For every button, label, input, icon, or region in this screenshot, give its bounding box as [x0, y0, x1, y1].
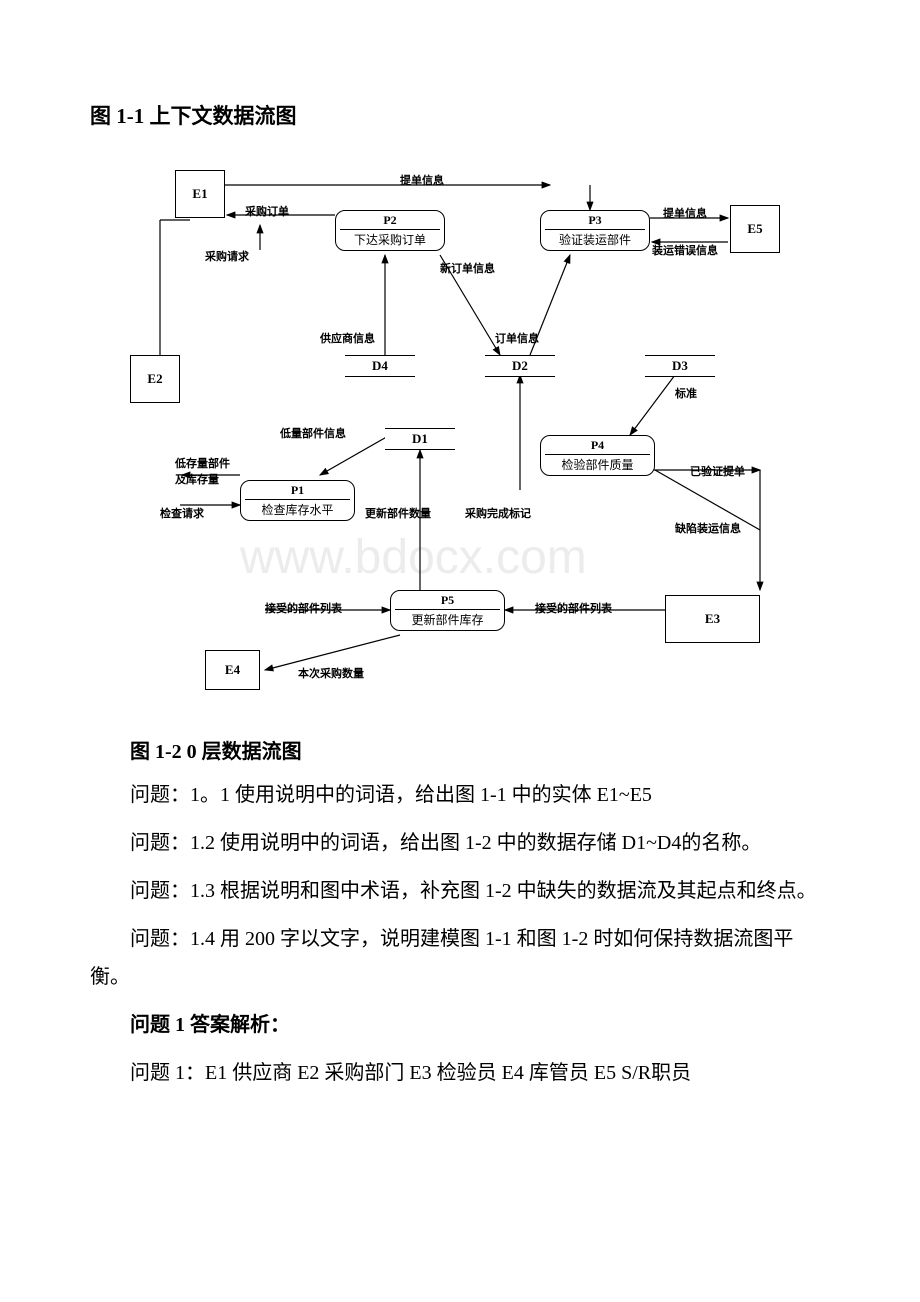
datastore-d4: D4	[345, 355, 415, 377]
flow-jieshou-l: 接受的部件列表	[265, 600, 342, 616]
datastore-d2-label: D2	[512, 358, 528, 374]
question-1-1: 问题：1。1 使用说明中的词语，给出图 1-1 中的实体 E1~E5	[90, 776, 830, 814]
figure-1-2-caption: 图 1-2 0 层数据流图	[90, 735, 830, 764]
process-p2-name: 下达采购订单	[340, 231, 440, 248]
datastore-d1-label: D1	[412, 431, 428, 447]
watermark: www.bdocx.com	[240, 530, 587, 585]
process-p4-id: P4	[545, 438, 650, 455]
flow-jieshou-r: 接受的部件列表	[535, 600, 612, 616]
datastore-d3-label: D3	[672, 358, 688, 374]
entity-e1: E1	[175, 170, 225, 218]
flow-dingdan-info: 订单信息	[495, 330, 539, 346]
page: 图 1-1 上下文数据流图 www.bdocx.com	[0, 0, 920, 1162]
datastore-d4-label: D4	[372, 358, 388, 374]
process-p4-name: 检验部件质量	[545, 456, 650, 473]
entity-e5: E5	[730, 205, 780, 253]
flow-quexian: 缺陷装运信息	[675, 520, 741, 536]
datastore-d3: D3	[645, 355, 715, 377]
flow-zhuangyun-cuowu: 装运错误信息	[652, 242, 718, 258]
dfd-diagram: www.bdocx.com	[120, 160, 800, 720]
answer-1: 问题 1：E1 供应商 E2 采购部门 E3 检验员 E4 库管员 E5 S/R…	[90, 1054, 830, 1092]
answer-heading: 问题 1 答案解析：	[90, 1006, 830, 1044]
process-p5-name: 更新部件库存	[395, 611, 500, 628]
diagram-container: www.bdocx.com	[90, 160, 830, 720]
flow-yiyanzheng: 已验证提单	[690, 463, 745, 479]
process-p1-id: P1	[245, 483, 350, 500]
flow-diliang: 低量部件信息	[280, 425, 346, 441]
process-p5-id: P5	[395, 593, 500, 610]
entity-e2: E2	[130, 355, 180, 403]
flow-gongyingshang: 供应商信息	[320, 330, 375, 346]
entity-e3-label: E3	[705, 611, 720, 627]
question-1-4: 问题：1.4 用 200 字以文字，说明建模图 1-1 和图 1-2 时如何保持…	[90, 920, 830, 996]
flow-tidan-top: 提单信息	[400, 172, 444, 188]
flow-tidan-right: 提单信息	[663, 205, 707, 221]
datastore-d2: D2	[485, 355, 555, 377]
flow-bencici: 本次采购数量	[298, 665, 364, 681]
process-p5: P5 更新部件库存	[390, 590, 505, 631]
flow-biaozhun: 标准	[675, 385, 697, 401]
process-p3-name: 验证装运部件	[545, 231, 645, 248]
entity-e3: E3	[665, 595, 760, 643]
process-p3: P3 验证装运部件	[540, 210, 650, 251]
entity-e1-label: E1	[192, 186, 207, 202]
flow-caigou-dingdan: 采购订单	[245, 203, 289, 219]
process-p2-id: P2	[340, 213, 440, 230]
datastore-d1: D1	[385, 428, 455, 450]
figure-1-1-title: 图 1-1 上下文数据流图	[90, 100, 830, 130]
flow-caigou-wancheng: 采购完成标记	[465, 505, 531, 521]
flow-gengxin-shuliang: 更新部件数量	[365, 505, 431, 521]
question-1-3: 问题：1.3 根据说明和图中术语，补充图 1-2 中缺失的数据流及其起点和终点。	[90, 872, 830, 910]
process-p4: P4 检验部件质量	[540, 435, 655, 476]
flow-xin-dingdan: 新订单信息	[440, 260, 495, 276]
entity-e5-label: E5	[747, 221, 762, 237]
process-p3-id: P3	[545, 213, 645, 230]
entity-e4: E4	[205, 650, 260, 690]
question-1-2: 问题：1.2 使用说明中的词语，给出图 1-2 中的数据存储 D1~D4的名称。	[90, 824, 830, 862]
flow-dicunliang: 低存量部件 及库存量	[175, 455, 230, 487]
entity-e4-label: E4	[225, 662, 240, 678]
process-p1-name: 检查库存水平	[245, 501, 350, 518]
flow-jiancha-qingqiu: 检查请求	[160, 505, 204, 521]
flow-caigou-qingqiu: 采购请求	[205, 248, 249, 264]
entity-e2-label: E2	[147, 371, 162, 387]
process-p2: P2 下达采购订单	[335, 210, 445, 251]
process-p1: P1 检查库存水平	[240, 480, 355, 521]
